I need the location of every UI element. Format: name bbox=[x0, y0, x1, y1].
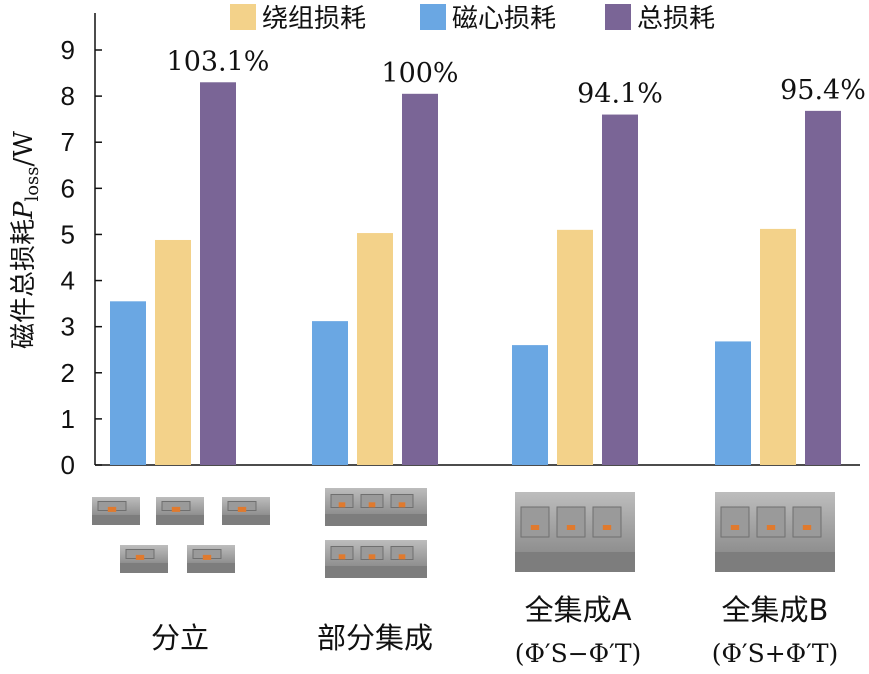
category-formula: (Φ′S−Φ′T) bbox=[515, 639, 642, 668]
data-label: 95.4% bbox=[780, 75, 866, 106]
y-tick-label: 0 bbox=[61, 450, 75, 480]
category-label: 全集成B bbox=[722, 593, 829, 627]
legend-swatch bbox=[230, 4, 256, 30]
bar-总损耗-部分集成 bbox=[402, 93, 438, 466]
integrated-a-illustration bbox=[515, 492, 635, 572]
bar-总损耗-全集成B bbox=[805, 110, 841, 465]
bar-绕组损耗-部分集成 bbox=[357, 233, 393, 465]
bar-磁心损耗-部分集成 bbox=[312, 321, 348, 465]
bar-总损耗-分立 bbox=[200, 82, 236, 466]
category-label: 分立 bbox=[151, 621, 209, 655]
data-label: 94.1% bbox=[577, 79, 663, 110]
bar-总损耗-全集成A bbox=[602, 114, 638, 466]
y-tick-label: 2 bbox=[61, 358, 75, 388]
y-tick-label: 4 bbox=[61, 266, 75, 296]
y-tick-label: 3 bbox=[61, 312, 75, 342]
legend-label: 总损耗 bbox=[637, 4, 715, 34]
data-label: 100% bbox=[381, 58, 458, 89]
partial-module-illustration bbox=[325, 540, 427, 578]
bar-绕组损耗-全集成B bbox=[760, 228, 796, 465]
bar-绕组损耗-分立 bbox=[155, 239, 191, 465]
discrete-module-illustration bbox=[120, 545, 168, 573]
legend-swatch bbox=[605, 4, 631, 30]
data-label: 103.1% bbox=[167, 46, 270, 77]
discrete-module-illustration bbox=[222, 497, 270, 525]
y-tick-label: 9 bbox=[61, 35, 75, 65]
bar-绕组损耗-全集成A bbox=[557, 229, 593, 465]
bar-磁心损耗-全集成A bbox=[512, 345, 548, 465]
category-label: 部分集成 bbox=[317, 621, 433, 655]
legend-label: 绕组损耗 bbox=[262, 4, 366, 34]
y-tick-label: 8 bbox=[61, 81, 75, 111]
bar-磁心损耗-分立 bbox=[110, 301, 146, 465]
legend-label: 磁心损耗 bbox=[452, 4, 556, 34]
y-tick-label: 1 bbox=[61, 404, 75, 434]
module-illustrations bbox=[92, 488, 835, 578]
y-tick-label: 5 bbox=[61, 219, 75, 249]
discrete-module-illustration bbox=[92, 497, 140, 525]
category-label: 全集成A bbox=[525, 593, 632, 627]
integrated-b-illustration bbox=[715, 492, 835, 572]
y-tick-label: 6 bbox=[61, 173, 75, 203]
bar-磁心损耗-全集成B bbox=[715, 341, 751, 465]
y-axis-label: 磁件总损耗Ploss/W bbox=[9, 131, 43, 349]
legend: 绕组损耗 磁心损耗 总损耗 bbox=[230, 4, 715, 34]
discrete-module-illustration bbox=[187, 545, 235, 573]
discrete-module-illustration bbox=[156, 497, 204, 525]
partial-module-illustration bbox=[325, 488, 427, 526]
legend-swatch bbox=[420, 4, 446, 30]
y-tick-label: 7 bbox=[61, 127, 75, 157]
category-formula: (Φ′S+Φ′T) bbox=[712, 639, 839, 668]
